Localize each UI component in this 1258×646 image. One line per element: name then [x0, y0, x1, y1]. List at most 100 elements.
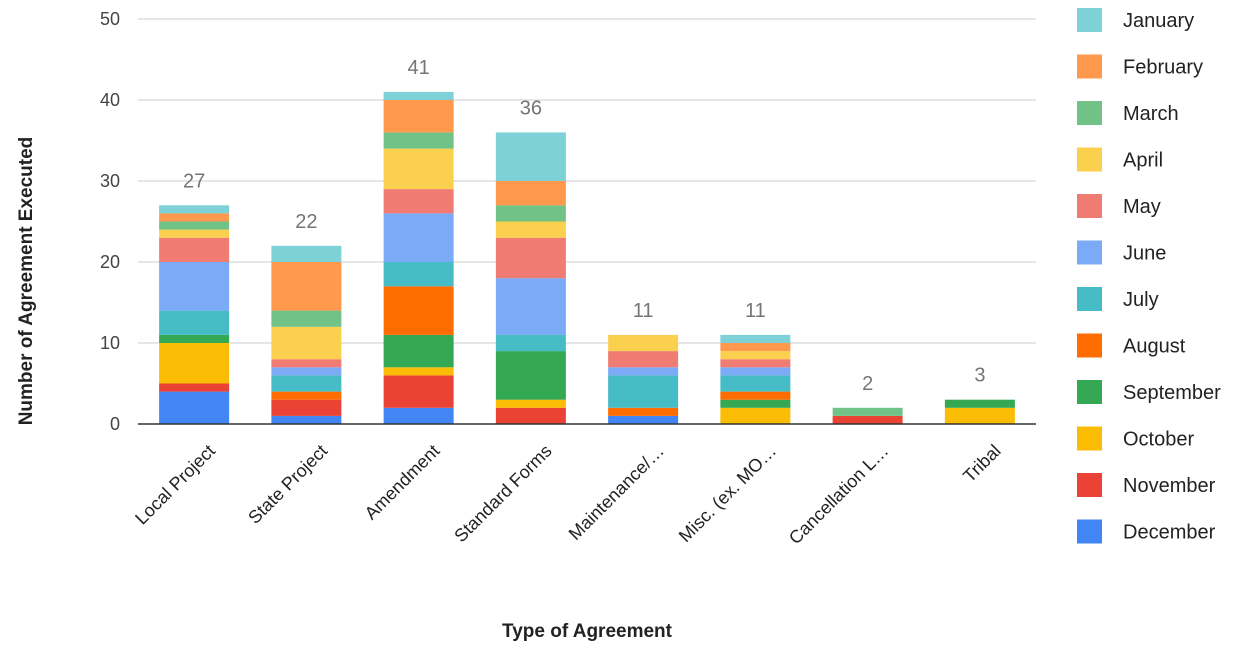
bar-segment	[159, 334, 230, 343]
bar-segment	[271, 375, 342, 392]
bar-segment	[495, 278, 566, 335]
bar-segment	[383, 132, 454, 149]
bar-segment	[495, 237, 566, 279]
legend-swatch	[1077, 519, 1102, 544]
bar-total-label: 27	[183, 170, 205, 192]
bar-segment	[383, 375, 454, 408]
x-axis-title: Type of Agreement	[502, 621, 673, 642]
bar-segment	[159, 213, 230, 222]
bar-total-label: 36	[520, 97, 542, 119]
bar-segment	[608, 375, 679, 408]
bar-segment	[383, 213, 454, 262]
x-category-label: Standard Forms	[450, 441, 555, 546]
legend-swatch	[1077, 287, 1102, 311]
bar-segment	[271, 415, 342, 424]
x-category-label: Maintenance/…	[565, 441, 668, 544]
bar-segment	[271, 367, 342, 376]
bar-segment	[495, 334, 566, 352]
bar-segment	[720, 407, 791, 424]
y-tick-label: 20	[100, 252, 120, 272]
bar-segment	[159, 205, 230, 214]
bar-segment	[495, 181, 566, 206]
bar-segment	[271, 359, 342, 368]
legend-label: June	[1123, 243, 1166, 265]
x-axis-category-labels: Local Project State Project Amendment Stand…	[131, 441, 1004, 549]
bar-segment	[383, 367, 454, 376]
legend-swatch	[1077, 8, 1102, 32]
bars	[159, 91, 1015, 424]
y-axis-title: Number of Agreement Executed	[16, 137, 37, 426]
bar-total-label: 3	[974, 365, 985, 387]
bar-segment	[159, 391, 230, 424]
bar-segment	[495, 132, 566, 181]
legend-label: April	[1123, 150, 1163, 172]
x-category-label: Local Project	[131, 441, 219, 529]
bar-segment	[159, 343, 230, 384]
legend-label: February	[1123, 57, 1203, 79]
bar-segment	[159, 229, 230, 238]
bar-segment	[608, 351, 679, 368]
bar-segment	[720, 399, 791, 408]
bar-total-label: 41	[408, 57, 430, 79]
bar-segment	[720, 351, 791, 360]
legend-label: November	[1123, 475, 1216, 497]
bar-segment	[383, 286, 454, 335]
bar-segment	[383, 262, 454, 287]
bar-segment	[271, 399, 342, 416]
y-tick-label: 0	[110, 414, 120, 434]
bar-segment	[383, 100, 454, 133]
bar-segment	[944, 407, 1015, 424]
legend-label: March	[1123, 103, 1179, 125]
y-tick-label: 30	[100, 171, 120, 191]
legend-swatch	[1077, 426, 1102, 451]
bar-segment	[495, 205, 566, 222]
bar-segment	[495, 351, 566, 400]
bar-segment	[720, 367, 791, 376]
bar-segment	[271, 391, 342, 400]
legend-label: October	[1123, 429, 1194, 451]
bar-segment	[720, 391, 791, 400]
bar-total-label: 22	[295, 211, 317, 233]
bar-segment	[159, 262, 230, 311]
legend-swatch	[1077, 240, 1102, 265]
bar-segment	[720, 343, 791, 352]
legend-swatch	[1077, 333, 1102, 358]
y-axis-ticks: 0 10 20 30 40 50	[100, 9, 120, 434]
x-category-label: Cancellation L…	[785, 441, 893, 549]
bar-segment	[383, 334, 454, 368]
legend-label: May	[1123, 196, 1161, 218]
bar-segment	[495, 221, 566, 238]
bar-segment	[271, 262, 342, 311]
bar-segment	[159, 383, 230, 392]
bar-segment	[271, 245, 342, 262]
bar-segment	[608, 334, 679, 352]
bar-segment	[495, 399, 566, 408]
legend-label: September	[1123, 382, 1221, 404]
bar-segment	[608, 415, 679, 424]
legend-swatch	[1077, 101, 1102, 125]
bar-segment	[720, 359, 791, 368]
bar-total-label: 11	[633, 300, 654, 322]
bar-segment	[720, 334, 791, 343]
bar-segment	[271, 310, 342, 327]
legend-swatch	[1077, 147, 1102, 172]
y-tick-label: 10	[100, 333, 120, 353]
bar-segment	[832, 415, 903, 424]
legend-swatch	[1077, 194, 1102, 218]
x-category-label: State Project	[244, 441, 331, 528]
bar-segment	[608, 407, 679, 416]
legend-swatch	[1077, 380, 1102, 404]
bar-total-labels: 27 22 41 36 11 11 2 3	[183, 57, 985, 395]
legend-swatch	[1077, 473, 1102, 497]
x-category-label: Misc. (ex. MO…	[675, 441, 780, 546]
bar-segment	[159, 221, 230, 230]
legend-label: January	[1123, 10, 1194, 32]
y-tick-label: 50	[100, 9, 120, 29]
bar-total-label: 2	[862, 373, 873, 395]
legend-label: July	[1123, 289, 1159, 311]
bar-segment	[159, 310, 230, 335]
y-tick-label: 40	[100, 90, 120, 110]
bar-segment	[271, 326, 342, 360]
x-category-label: Tribal	[959, 441, 1004, 486]
